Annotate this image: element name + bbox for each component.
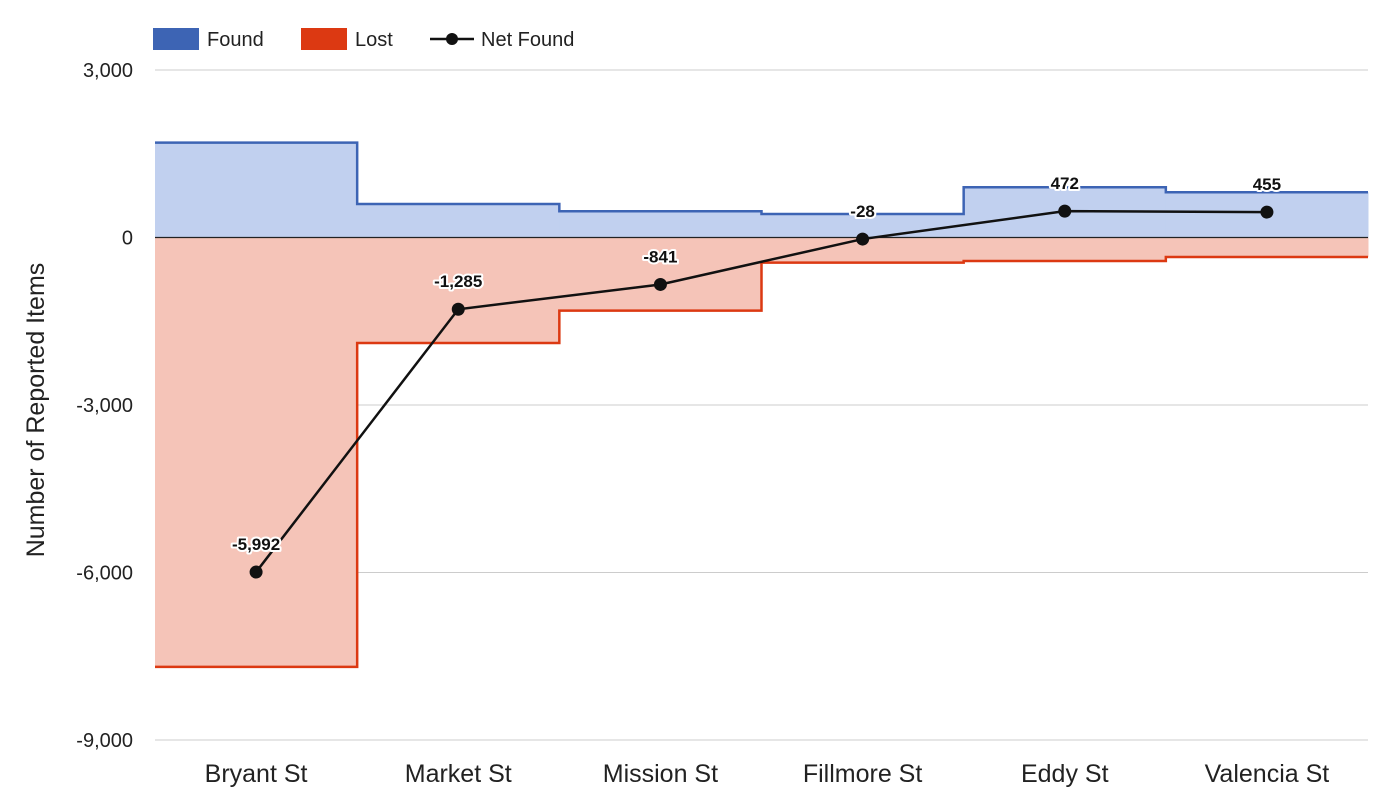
data-labels: -5,992 -1,285 -841 -28 472 455 — [230, 172, 1283, 556]
area-block-found — [155, 142, 358, 238]
net-found-point — [451, 302, 465, 316]
y-tick-label: -6,000 — [76, 563, 133, 585]
net-found-point — [653, 277, 667, 291]
legend-label-found[interactable]: Found — [207, 29, 264, 51]
legend-swatch-found[interactable] — [153, 28, 199, 50]
area-block-lost — [963, 237, 1167, 261]
y-tick-label: -3,000 — [76, 395, 133, 417]
y-tick-label: 3,000 — [83, 60, 133, 82]
net-found-point — [1058, 204, 1072, 218]
area-block-lost — [559, 237, 762, 311]
y-axis-title: Number of Reported Items — [22, 263, 50, 558]
area-block-found — [559, 211, 762, 238]
legend-label-net-found[interactable]: Net Found — [481, 29, 574, 51]
area-block-lost — [357, 237, 560, 344]
stepped-areas — [155, 141, 1369, 669]
legend[interactable]: Found Lost Net Found — [153, 28, 574, 51]
x-category-label: Bryant St — [205, 760, 308, 788]
net-found-data-label: -5,992 — [232, 535, 280, 554]
x-category-label: Mission St — [603, 760, 718, 788]
step-outline-found — [155, 141, 1368, 216]
y-tick-label: -9,000 — [76, 730, 133, 752]
net-found-data-label: 472 — [1051, 174, 1079, 193]
x-category-label: Fillmore St — [803, 760, 923, 788]
net-found-data-label: -1,285 — [434, 272, 482, 291]
x-category-label: Market St — [405, 760, 512, 788]
legend-label-lost[interactable]: Lost — [355, 29, 393, 51]
net-found-point — [856, 232, 870, 246]
area-block-lost — [155, 237, 358, 667]
x-category-label: Eddy St — [1021, 760, 1109, 788]
legend-swatch-lost[interactable] — [301, 28, 347, 50]
step-outline-lost — [155, 255, 1368, 669]
net-found-polyline — [255, 209, 1267, 573]
area-block-found — [357, 204, 560, 238]
legend-marker-net-found[interactable] — [446, 33, 458, 45]
net-found-point — [1260, 205, 1274, 219]
net-found-point — [249, 565, 263, 579]
net-found-line — [249, 204, 1274, 579]
area-block-lost — [1165, 237, 1369, 258]
x-category-label: Valencia St — [1205, 760, 1330, 788]
axes: 3,000 0 -3,000 -6,000 -9,000 Bryant St Market … — [76, 60, 1329, 788]
net-found-data-label: -28 — [850, 202, 875, 221]
y-tick-label: 0 — [122, 228, 133, 250]
net-found-data-label: -841 — [643, 247, 677, 266]
net-found-data-label: 455 — [1253, 175, 1281, 194]
